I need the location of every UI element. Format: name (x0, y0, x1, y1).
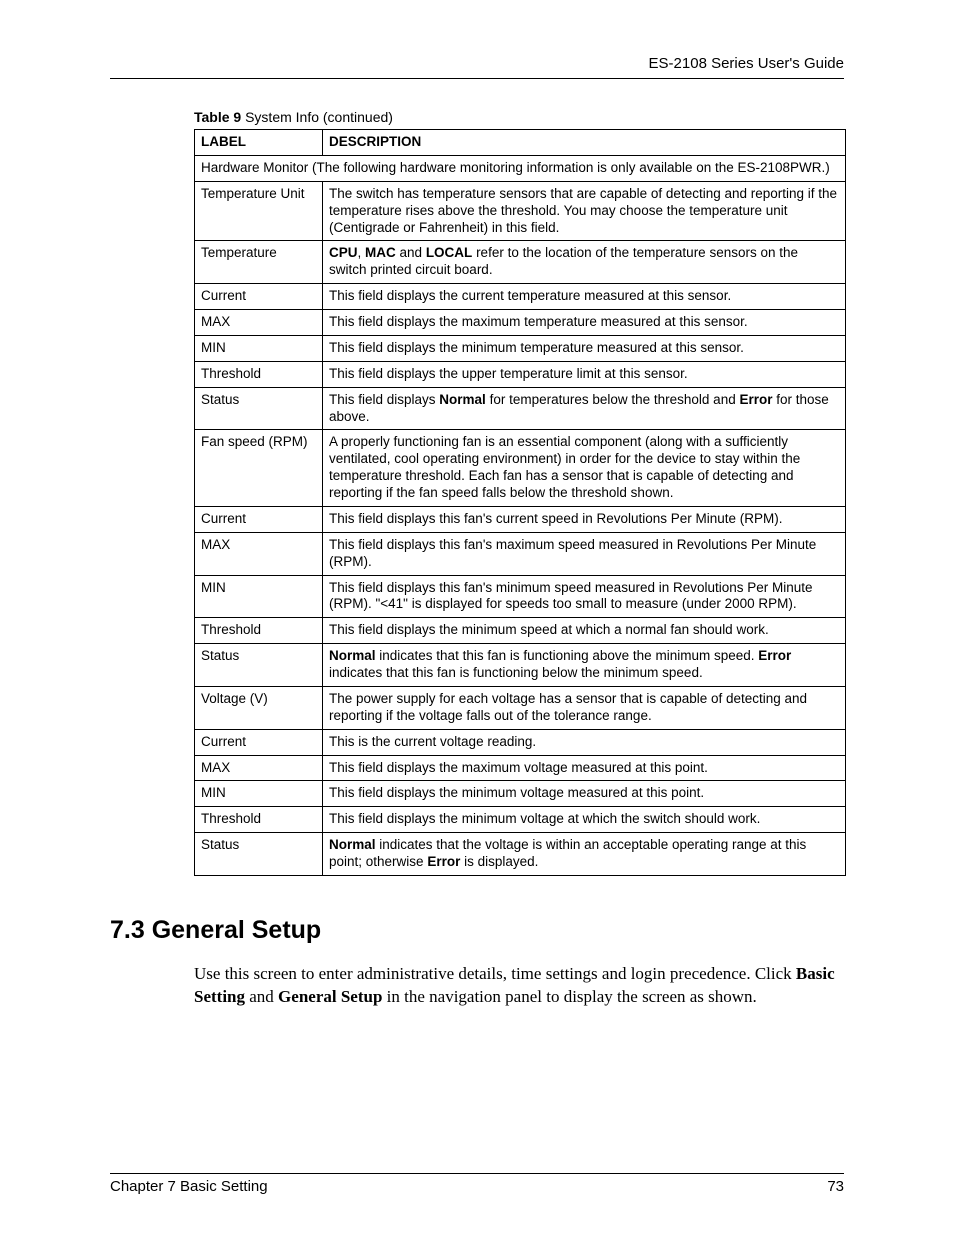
table-caption-text: System Info (continued) (241, 109, 393, 125)
header-rule (110, 78, 844, 79)
cell-description: A properly functioning fan is an essenti… (323, 430, 846, 507)
table-row: StatusNormal indicates that the voltage … (195, 833, 846, 876)
cell-label: Threshold (195, 361, 323, 387)
cell-label: MAX (195, 532, 323, 575)
cell-description: This is the current voltage reading. (323, 729, 846, 755)
cell-label: Fan speed (RPM) (195, 430, 323, 507)
table-caption-prefix: Table 9 (194, 109, 241, 125)
cell-description: This field displays the current temperat… (323, 284, 846, 310)
cell-description: Normal indicates that this fan is functi… (323, 644, 846, 687)
system-info-table: LABEL DESCRIPTION Hardware Monitor (The … (194, 129, 846, 876)
table-row: MAXThis field displays this fan's maximu… (195, 532, 846, 575)
table-row: MINThis field displays the minimum volta… (195, 781, 846, 807)
cell-label: Current (195, 284, 323, 310)
cell-description: This field displays the upper temperatur… (323, 361, 846, 387)
section-paragraph: Use this screen to enter administrative … (194, 963, 844, 1009)
cell-description: The power supply for each voltage has a … (323, 686, 846, 729)
table-span-row: Hardware Monitor (The following hardware… (195, 155, 846, 181)
col-description: DESCRIPTION (323, 130, 846, 156)
table-row: Fan speed (RPM)A properly functioning fa… (195, 430, 846, 507)
cell-description: This field displays the minimum temperat… (323, 335, 846, 361)
table-row: ThresholdThis field displays the minimum… (195, 618, 846, 644)
footer: Chapter 7 Basic Setting 73 (110, 1173, 844, 1195)
cell-label: MIN (195, 575, 323, 618)
cell-label: Current (195, 506, 323, 532)
cell-label: Current (195, 729, 323, 755)
footer-rule (110, 1173, 844, 1174)
table-row: MAXThis field displays the maximum tempe… (195, 310, 846, 336)
table-row: Temperature UnitThe switch has temperatu… (195, 181, 846, 241)
table-row: CurrentThis is the current voltage readi… (195, 729, 846, 755)
table-row: ThresholdThis field displays the upper t… (195, 361, 846, 387)
table-row: MINThis field displays the minimum tempe… (195, 335, 846, 361)
table-row: MINThis field displays this fan's minimu… (195, 575, 846, 618)
cell-label: Threshold (195, 618, 323, 644)
cell-description: CPU, MAC and LOCAL refer to the location… (323, 241, 846, 284)
cell-description: This field displays the maximum voltage … (323, 755, 846, 781)
cell-description: This field displays this fan's minimum s… (323, 575, 846, 618)
cell-label: Status (195, 387, 323, 430)
table-row: ThresholdThis field displays the minimum… (195, 807, 846, 833)
footer-right: 73 (827, 1178, 844, 1195)
table-row: TemperatureCPU, MAC and LOCAL refer to t… (195, 241, 846, 284)
cell-label: Status (195, 833, 323, 876)
cell-description: The switch has temperature sensors that … (323, 181, 846, 241)
page: ES-2108 Series User's Guide Table 9 Syst… (0, 0, 954, 1235)
table-row: MAXThis field displays the maximum volta… (195, 755, 846, 781)
table-row: StatusNormal indicates that this fan is … (195, 644, 846, 687)
cell-label: Temperature Unit (195, 181, 323, 241)
cell-description: This field displays the minimum speed at… (323, 618, 846, 644)
cell-label: Voltage (V) (195, 686, 323, 729)
cell-description: This field displays this fan's current s… (323, 506, 846, 532)
cell-label: MAX (195, 755, 323, 781)
section-heading: 7.3 General Setup (110, 916, 844, 945)
table-body: Hardware Monitor (The following hardware… (195, 155, 846, 875)
header-guide-title: ES-2108 Series User's Guide (110, 55, 844, 78)
span-cell: Hardware Monitor (The following hardware… (195, 155, 846, 181)
cell-description: Normal indicates that the voltage is wit… (323, 833, 846, 876)
footer-left: Chapter 7 Basic Setting (110, 1178, 268, 1195)
cell-description: This field displays this fan's maximum s… (323, 532, 846, 575)
cell-description: This field displays the maximum temperat… (323, 310, 846, 336)
table-row: Voltage (V)The power supply for each vol… (195, 686, 846, 729)
cell-description: This field displays Normal for temperatu… (323, 387, 846, 430)
table-head-row: LABEL DESCRIPTION (195, 130, 846, 156)
table-caption: Table 9 System Info (continued) (194, 109, 844, 125)
cell-label: MAX (195, 310, 323, 336)
cell-description: This field displays the minimum voltage … (323, 807, 846, 833)
cell-label: MIN (195, 335, 323, 361)
cell-description: This field displays the minimum voltage … (323, 781, 846, 807)
cell-label: Threshold (195, 807, 323, 833)
table-row: CurrentThis field displays the current t… (195, 284, 846, 310)
table-row: CurrentThis field displays this fan's cu… (195, 506, 846, 532)
cell-label: Temperature (195, 241, 323, 284)
cell-label: Status (195, 644, 323, 687)
cell-label: MIN (195, 781, 323, 807)
col-label: LABEL (195, 130, 323, 156)
table-row: StatusThis field displays Normal for tem… (195, 387, 846, 430)
